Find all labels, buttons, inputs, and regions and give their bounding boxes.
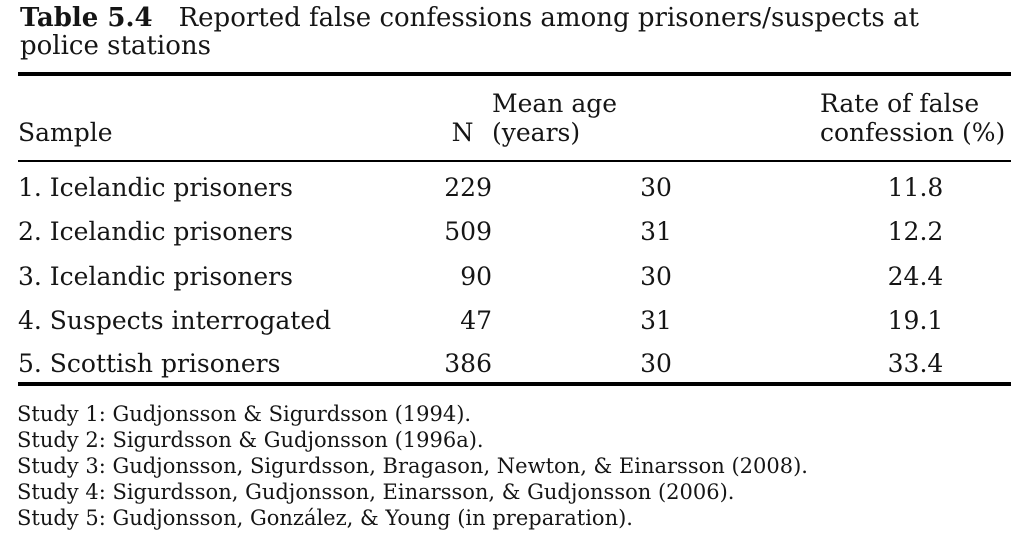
sample-cell: 3. Icelandic prisoners xyxy=(18,261,293,291)
col-header-rate: Rate of false confession (%) xyxy=(820,74,1011,161)
mean-age-cell: 31 xyxy=(640,217,672,247)
footnote-study-4: Study 4: Sigurdsson, Gudjonsson, Einarss… xyxy=(17,480,735,504)
mean-age-cell: 30 xyxy=(640,348,672,378)
table-footnotes: Study 1: Gudjonsson & Sigurdsson (1994).… xyxy=(17,401,1007,531)
sample-cell: 4. Suspects interrogated xyxy=(18,306,332,336)
rate-cell: 11.8 xyxy=(887,172,944,202)
col-header-mean-age-line2: (years) xyxy=(492,118,581,147)
table-row: 1. Icelandic prisoners 229 30 11.8 xyxy=(18,161,1011,206)
n-cell: 90 xyxy=(460,261,492,291)
table-row: 4. Suspects interrogated 47 31 19.1 xyxy=(18,295,1011,340)
footnote-study-2: Study 2: Sigurdsson & Gudjonsson (1996a)… xyxy=(17,428,484,452)
table-row: 2. Icelandic prisoners 509 31 12.2 xyxy=(18,206,1011,251)
n-cell: 47 xyxy=(460,306,492,336)
table-caption-text: Reported false confessions among prisone… xyxy=(20,3,919,61)
n-cell: 229 xyxy=(444,172,492,202)
col-header-sample: Sample xyxy=(18,118,113,147)
sample-cell: 1. Icelandic prisoners xyxy=(18,172,293,202)
table-row: 3. Icelandic prisoners 90 30 24.4 xyxy=(18,250,1011,295)
table-number: Table 5.4 xyxy=(20,3,153,33)
rate-cell: 33.4 xyxy=(887,348,944,378)
rate-cell: 19.1 xyxy=(887,306,944,336)
col-header-rate-line2: confession (%) xyxy=(820,118,1006,147)
sample-cell: 5. Scottish prisoners xyxy=(18,348,281,378)
sample-cell: 2. Icelandic prisoners xyxy=(18,217,293,247)
footnote-study-5: Study 5: Gudjonsson, González, & Young (… xyxy=(17,506,633,530)
col-header-mean-age-line1: Mean age xyxy=(492,89,618,118)
col-header-n: N xyxy=(451,118,474,147)
footnote-study-1: Study 1: Gudjonsson & Sigurdsson (1994). xyxy=(17,402,472,426)
n-cell: 386 xyxy=(444,348,492,378)
mean-age-cell: 31 xyxy=(640,306,672,336)
col-header-mean-age: Mean age (years) xyxy=(492,74,820,161)
header-row: Sample N Mean age (years) Rate of false … xyxy=(18,74,1011,161)
table-caption: Table 5.4 Reported false confessions amon… xyxy=(20,4,968,60)
footnote-study-3: Study 3: Gudjonsson, Sigurdsson, Bragaso… xyxy=(17,454,808,478)
col-header-rate-line1: Rate of false xyxy=(820,89,980,118)
mean-age-cell: 30 xyxy=(640,261,672,291)
data-table: Sample N Mean age (years) Rate of false … xyxy=(18,72,1011,386)
n-cell: 509 xyxy=(444,217,492,247)
rate-cell: 12.2 xyxy=(887,217,944,247)
table-row: 5. Scottish prisoners 386 30 33.4 xyxy=(18,339,1011,384)
mean-age-cell: 30 xyxy=(640,172,672,202)
rate-cell: 24.4 xyxy=(887,261,944,291)
